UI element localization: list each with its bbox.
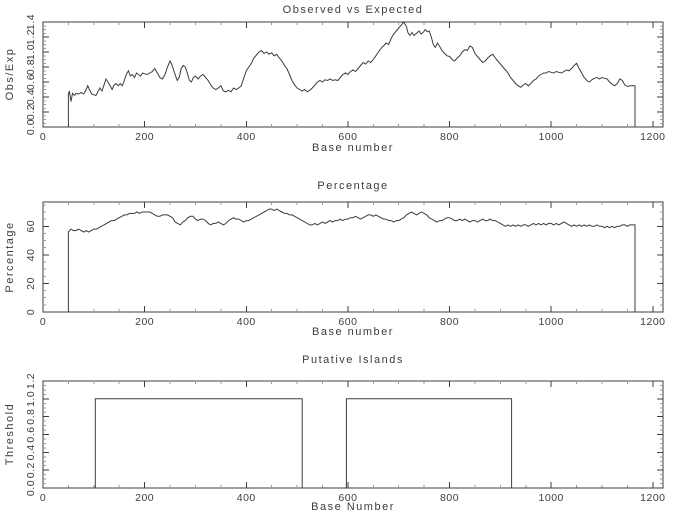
x-tick-label: 1000 [539, 316, 564, 328]
y-tick-label: 40 [25, 249, 37, 262]
y-tick-label: 0.0 [25, 119, 37, 135]
x-tick-label: 400 [237, 492, 256, 504]
y-tick-label: 0.6 [25, 426, 37, 442]
panel-title-putative-islands: Putative Islands [302, 354, 404, 366]
x-tick-label: 0 [40, 131, 46, 143]
data-curve [43, 398, 661, 489]
y-tick-label: 1.0 [25, 391, 37, 407]
x-tick-label: 1200 [640, 316, 665, 328]
x-tick-label: 200 [135, 492, 154, 504]
y-tick-label: 0.4 [25, 444, 37, 460]
y-tick-label: 0.0 [25, 480, 37, 496]
x-tick-label: 0 [40, 492, 46, 504]
plot-frame [42, 380, 664, 489]
x-tick-label: 800 [440, 492, 459, 504]
x-tick-label: 800 [440, 131, 459, 143]
x-tick-label: 1200 [640, 131, 665, 143]
x-tick-label: 200 [135, 316, 154, 328]
data-curve [67, 21, 636, 127]
x-tick-label: 400 [237, 316, 256, 328]
y-tick-label: 1.0 [25, 44, 37, 60]
y-tick-label: 1.2 [25, 373, 37, 389]
x-tick-label: 0 [40, 316, 46, 328]
y-tick-label: 0 [25, 309, 37, 315]
x-tick-label: 1200 [640, 492, 665, 504]
y-tick-label: 60 [25, 220, 37, 233]
x-tick-label: 800 [440, 316, 459, 328]
y-tick-label: 0.6 [25, 74, 37, 90]
x-tick-label: 1000 [539, 131, 564, 143]
plot-frame [42, 201, 664, 313]
x-tick-label: 1000 [539, 492, 564, 504]
y-tick-label: 1.2 [25, 29, 37, 45]
y-tick-label: 0.2 [25, 104, 37, 120]
y-tick-label: 1.4 [25, 14, 37, 30]
x-axis-label-panel3: Base Number [311, 501, 395, 513]
x-tick-label: 400 [237, 131, 256, 143]
y-tick-label: 0.8 [25, 409, 37, 425]
x-tick-label: 200 [135, 131, 154, 143]
data-curve [67, 208, 636, 312]
panel-title-percentage: Percentage [317, 180, 389, 192]
panel-title-observed-expected: Observed vs Expected [282, 4, 424, 16]
y-tick-label: 0.2 [25, 462, 37, 478]
x-tick-label: 600 [338, 316, 357, 328]
y-tick-label: 0.4 [25, 89, 37, 105]
x-tick-label: 600 [338, 131, 357, 143]
y-tick-label: 20 [25, 277, 37, 290]
x-axis-label-panel1: Base number [312, 142, 394, 154]
x-axis-label-panel2: Base number [312, 326, 394, 338]
x-tick-label: 600 [338, 492, 357, 504]
y-tick-label: 0.8 [25, 59, 37, 75]
